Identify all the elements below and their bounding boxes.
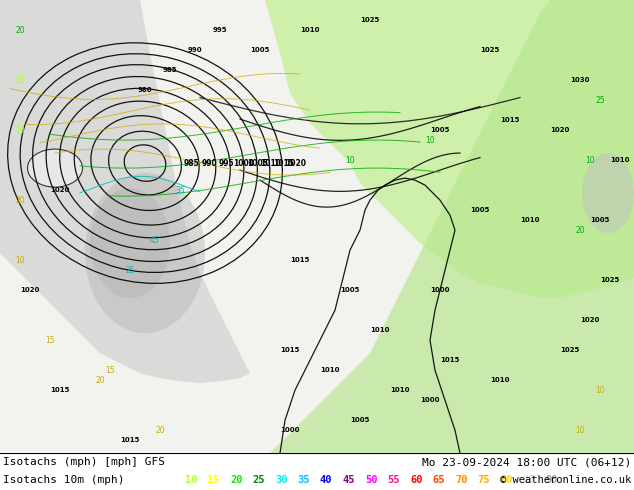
Text: 10: 10 [425, 136, 435, 145]
Text: 1010: 1010 [611, 157, 630, 163]
Text: 20: 20 [230, 475, 242, 485]
Text: 15: 15 [45, 336, 55, 344]
Text: 1000: 1000 [280, 427, 300, 433]
Text: 985: 985 [184, 159, 200, 168]
Text: 980: 980 [138, 87, 152, 93]
Text: 70: 70 [455, 475, 467, 485]
Text: 1020: 1020 [20, 287, 40, 293]
Text: 985: 985 [163, 67, 178, 73]
Text: 1025: 1025 [600, 277, 619, 283]
Text: Isotachs 10m (mph): Isotachs 10m (mph) [3, 475, 124, 485]
Text: 45: 45 [150, 236, 160, 245]
Text: 1015: 1015 [280, 347, 300, 353]
Text: 10: 10 [575, 426, 585, 435]
Text: 990: 990 [202, 159, 217, 168]
Text: 30: 30 [275, 475, 287, 485]
Text: 1005: 1005 [590, 217, 610, 223]
Text: 75: 75 [477, 475, 490, 485]
Text: 1000: 1000 [430, 287, 450, 293]
Text: 995: 995 [218, 159, 234, 168]
Text: 15: 15 [15, 75, 25, 85]
Text: 20: 20 [575, 225, 585, 235]
Text: 20: 20 [155, 426, 165, 435]
Text: 1020: 1020 [285, 159, 307, 168]
Text: 1015: 1015 [440, 357, 460, 363]
Text: 1005: 1005 [247, 159, 268, 168]
Polygon shape [265, 0, 634, 298]
Text: 25: 25 [252, 475, 265, 485]
Text: © weatheronline.co.uk: © weatheronline.co.uk [500, 475, 631, 485]
Text: 25: 25 [595, 96, 605, 104]
Text: 60: 60 [410, 475, 422, 485]
Text: 1025: 1025 [560, 347, 579, 353]
Text: 1005: 1005 [470, 207, 489, 213]
Text: 35: 35 [175, 186, 185, 195]
Ellipse shape [85, 173, 205, 333]
Text: 1015: 1015 [500, 117, 520, 123]
Polygon shape [270, 0, 634, 453]
Text: 1015: 1015 [50, 387, 70, 393]
Text: 15: 15 [207, 475, 220, 485]
Text: 1020: 1020 [50, 187, 70, 193]
Text: 25: 25 [125, 266, 135, 275]
Text: Isotachs (mph) [mph] GFS: Isotachs (mph) [mph] GFS [3, 457, 165, 467]
Text: 90: 90 [545, 475, 557, 485]
Text: 1015: 1015 [273, 159, 294, 168]
Text: 1030: 1030 [570, 77, 590, 83]
Text: 1005: 1005 [430, 127, 450, 133]
Text: 1000: 1000 [420, 397, 440, 403]
Text: 1010: 1010 [490, 377, 510, 383]
Text: 20: 20 [15, 196, 25, 205]
Text: 40: 40 [320, 475, 332, 485]
Text: 50: 50 [365, 475, 377, 485]
Text: 1010: 1010 [320, 367, 340, 373]
Text: 1005: 1005 [250, 47, 269, 53]
Text: 35: 35 [297, 475, 310, 485]
Text: 10: 10 [345, 156, 355, 165]
Text: 65: 65 [432, 475, 445, 485]
Text: 995: 995 [213, 27, 227, 33]
Text: 10: 10 [585, 156, 595, 165]
Text: 10: 10 [595, 386, 605, 395]
Text: 10: 10 [15, 125, 25, 135]
Text: 1010: 1010 [391, 387, 410, 393]
Text: 15: 15 [105, 366, 115, 375]
Text: 990: 990 [188, 47, 202, 53]
Text: 10: 10 [185, 475, 198, 485]
Text: 85: 85 [522, 475, 535, 485]
Text: 1015: 1015 [120, 437, 139, 443]
Text: 10: 10 [15, 256, 25, 265]
Text: 1005: 1005 [351, 417, 370, 423]
Text: 1010: 1010 [261, 159, 281, 168]
Text: 1020: 1020 [550, 127, 570, 133]
Text: 1000: 1000 [233, 159, 254, 168]
Text: 80: 80 [500, 475, 512, 485]
Ellipse shape [582, 153, 634, 233]
Text: Mo 23-09-2024 18:00 UTC (06+12): Mo 23-09-2024 18:00 UTC (06+12) [422, 457, 631, 467]
Text: 55: 55 [387, 475, 400, 485]
Text: 1015: 1015 [290, 257, 309, 263]
Text: 45: 45 [342, 475, 355, 485]
Text: 1025: 1025 [360, 17, 380, 23]
Ellipse shape [90, 188, 170, 298]
Text: 20: 20 [95, 376, 105, 385]
Polygon shape [0, 0, 250, 383]
Text: 20: 20 [15, 25, 25, 34]
Ellipse shape [27, 149, 82, 187]
Text: 1025: 1025 [481, 47, 500, 53]
Text: 1020: 1020 [580, 317, 600, 323]
Text: 1005: 1005 [340, 287, 359, 293]
Text: 1010: 1010 [521, 217, 540, 223]
Text: 1010: 1010 [370, 327, 390, 333]
Text: 1010: 1010 [301, 27, 320, 33]
